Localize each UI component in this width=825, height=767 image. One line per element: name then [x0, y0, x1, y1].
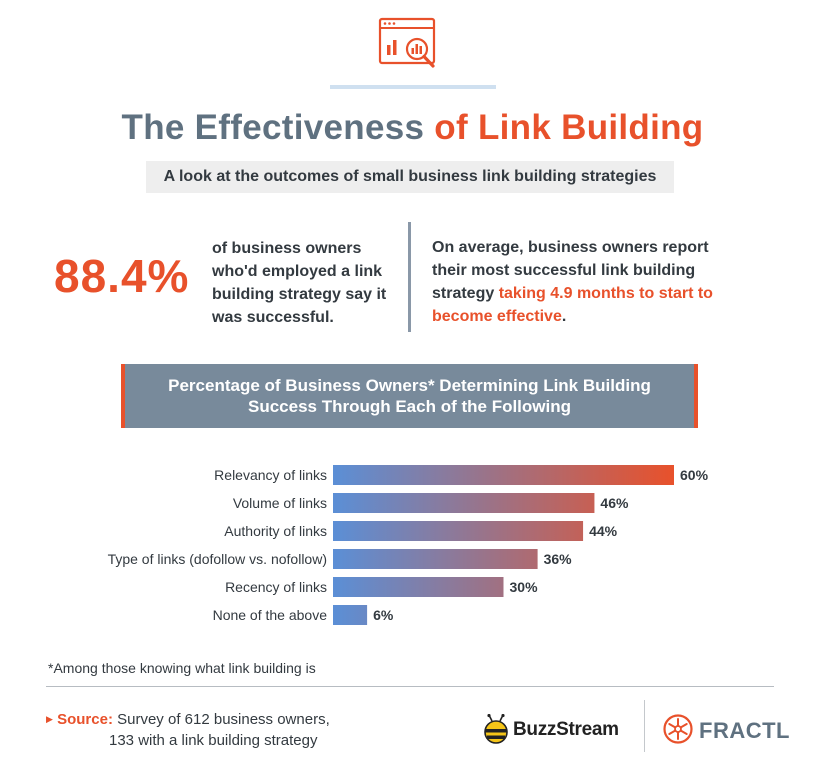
source-triangle-icon: ▶ [46, 714, 53, 724]
browser-analytics-icon [378, 17, 436, 68]
source-line1: Survey of 612 business owners, [117, 711, 330, 728]
category-label-5: None of the above [213, 607, 328, 623]
value-label-5: 6% [373, 607, 394, 623]
source-label: Source: [57, 711, 113, 728]
category-label-0: Relevancy of links [214, 467, 327, 483]
avg-text-after: . [561, 308, 567, 325]
value-label-1: 46% [600, 495, 629, 511]
category-label-1: Volume of links [233, 495, 327, 511]
fractl-logo: FRACTL [663, 712, 789, 746]
avg-text-highlight: taking 4.9 months to start to become eff… [432, 285, 713, 325]
source-line2: 133 with a link building strategy [109, 732, 318, 749]
title-part1: The Effectiveness [121, 108, 425, 147]
bar-4 [333, 577, 504, 597]
footnote: *Among those knowing what link building … [48, 660, 316, 676]
value-label-0: 60% [680, 467, 709, 483]
buzzstream-logo: BuzzStream [482, 712, 632, 746]
chart-title: Percentage of Business Owners* Determini… [168, 376, 651, 416]
title-divider [330, 85, 496, 89]
source-note: ▶ Source: Survey of 612 business owners,… [46, 710, 446, 751]
avg-text-before: On average, business owners report their… [432, 239, 709, 302]
logo-divider [644, 700, 645, 752]
value-label-3: 36% [544, 551, 573, 567]
bar-2 [333, 521, 584, 541]
bar-0 [333, 465, 674, 485]
category-label-4: Recency of links [225, 579, 327, 595]
category-label-3: Type of links (dofollow vs. nofollow) [108, 551, 327, 567]
chart-banner: Percentage of Business Owners* Determini… [121, 364, 698, 428]
value-label-2: 44% [589, 523, 618, 539]
page-subtitle: A look at the outcomes of small business… [146, 161, 674, 193]
bar-chart: Relevancy of links 60% Volume of links 46% A… [108, 465, 709, 625]
stat-divider [408, 222, 411, 332]
bar-5 [333, 605, 368, 625]
footer-divider [46, 686, 774, 687]
title-part2: of Link Building [434, 108, 704, 147]
page-title: The Effectiveness of Link Building [0, 108, 825, 148]
big-stat-caption: of business owners who'd employed a link… [212, 240, 387, 326]
value-label-4: 30% [510, 579, 539, 595]
big-stat-value: 88.4% [54, 250, 190, 302]
bee-icon [484, 714, 508, 744]
category-label-2: Authority of links [224, 523, 327, 539]
fractl-mark-icon [663, 714, 693, 744]
bar-3 [333, 549, 538, 569]
fractl-wordmark: FRACTL [699, 718, 790, 743]
buzzstream-wordmark: BuzzStream [513, 719, 619, 740]
bar-1 [333, 493, 595, 513]
average-time-text: On average, business owners report their… [432, 236, 732, 328]
